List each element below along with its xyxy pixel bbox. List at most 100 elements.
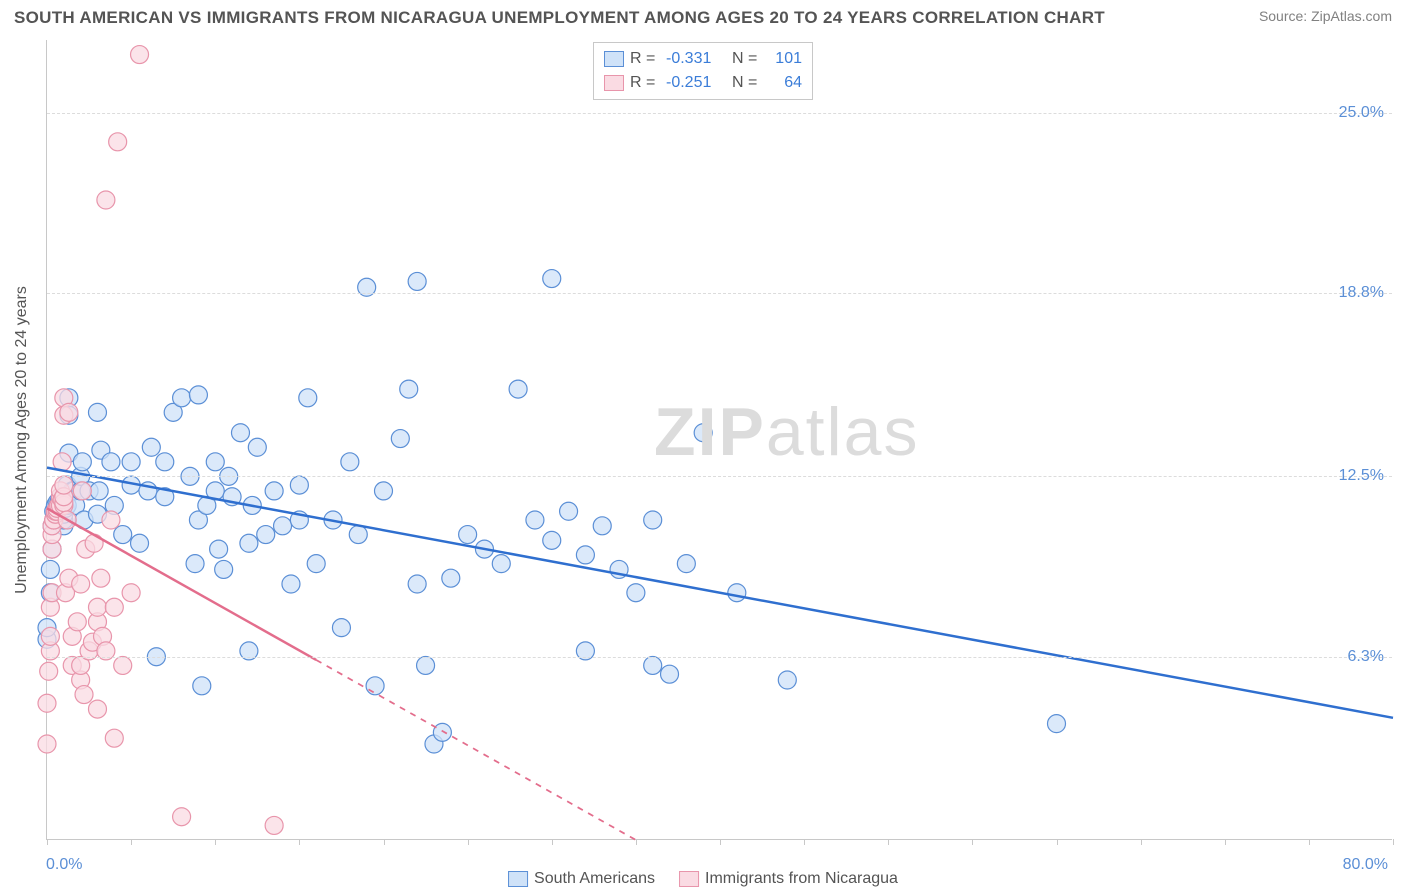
x-tick [1393, 839, 1394, 845]
x-tick [1057, 839, 1058, 845]
data-point [215, 560, 233, 578]
x-tick [804, 839, 805, 845]
data-point [122, 453, 140, 471]
y-tick-label: 6.3% [1348, 648, 1384, 666]
legend-r-value: -0.331 [666, 50, 726, 68]
grid-line [47, 113, 1392, 114]
x-tick [299, 839, 300, 845]
data-point [560, 502, 578, 520]
legend-r-value: -0.251 [666, 74, 726, 92]
data-point [492, 555, 510, 573]
correlation-legend-row: R =-0.331N =101 [604, 47, 802, 71]
series-name: Immigrants from Nicaragua [705, 870, 898, 888]
data-point [131, 46, 149, 64]
data-point [282, 575, 300, 593]
data-point [677, 555, 695, 573]
data-point [509, 380, 527, 398]
x-tick [1141, 839, 1142, 845]
data-point [105, 729, 123, 747]
data-point [1048, 715, 1066, 733]
data-point [391, 430, 409, 448]
x-tick [47, 839, 48, 845]
data-point [189, 386, 207, 404]
data-point [122, 584, 140, 602]
x-tick [636, 839, 637, 845]
legend-n-value: 64 [768, 74, 802, 92]
data-point [408, 272, 426, 290]
data-point [417, 656, 435, 674]
data-point [90, 482, 108, 500]
data-point [576, 546, 594, 564]
data-point [694, 424, 712, 442]
data-point [459, 526, 477, 544]
data-point [274, 517, 292, 535]
data-point [193, 677, 211, 695]
data-point [433, 723, 451, 741]
data-point [75, 686, 93, 704]
data-point [543, 270, 561, 288]
data-point [97, 191, 115, 209]
data-point [644, 656, 662, 674]
x-tick [384, 839, 385, 845]
x-tick [1225, 839, 1226, 845]
data-point [231, 424, 249, 442]
x-tick [972, 839, 973, 845]
correlation-legend-row: R =-0.251N =64 [604, 71, 802, 95]
data-point [400, 380, 418, 398]
data-point [114, 526, 132, 544]
data-point [131, 534, 149, 552]
data-point [375, 482, 393, 500]
data-point [778, 671, 796, 689]
y-tick-label: 18.8% [1339, 284, 1384, 302]
grid-line [47, 293, 1392, 294]
data-point [366, 677, 384, 695]
data-point [240, 534, 258, 552]
data-point [349, 526, 367, 544]
data-point [210, 540, 228, 558]
x-tick [468, 839, 469, 845]
x-tick [552, 839, 553, 845]
trend-line-extrapolated [316, 660, 636, 840]
data-point [661, 665, 679, 683]
data-point [40, 662, 58, 680]
data-point [290, 476, 308, 494]
y-axis-title: Unemployment Among Ages 20 to 24 years [13, 286, 31, 594]
data-point [102, 511, 120, 529]
data-point [85, 534, 103, 552]
trend-line [47, 468, 1393, 718]
data-point [173, 389, 191, 407]
legend-swatch [679, 871, 699, 887]
data-point [156, 453, 174, 471]
data-point [55, 476, 73, 494]
source-label: Source: ZipAtlas.com [1259, 8, 1392, 24]
x-axis-min-label: 0.0% [46, 856, 82, 874]
grid-line [47, 476, 1392, 477]
y-tick-label: 25.0% [1339, 104, 1384, 122]
legend-n-label: N = [732, 74, 762, 92]
data-point [173, 808, 191, 826]
data-point [408, 575, 426, 593]
data-point [265, 816, 283, 834]
data-point [728, 584, 746, 602]
series-name: South Americans [534, 870, 655, 888]
series-legend-item: South Americans [508, 870, 655, 888]
data-point [105, 598, 123, 616]
data-point [593, 517, 611, 535]
data-point [526, 511, 544, 529]
data-point [332, 619, 350, 637]
y-tick-label: 12.5% [1339, 467, 1384, 485]
scatter-svg [47, 40, 1392, 839]
data-point [73, 453, 91, 471]
x-tick [131, 839, 132, 845]
data-point [102, 453, 120, 471]
x-tick [888, 839, 889, 845]
legend-swatch [604, 75, 624, 91]
data-point [72, 575, 90, 593]
correlation-legend: R =-0.331N =101R =-0.251N =64 [593, 42, 813, 100]
data-point [307, 555, 325, 573]
data-point [41, 560, 59, 578]
chart-plot-area: ZIPatlas 6.3%12.5%18.8%25.0% [46, 40, 1392, 840]
series-legend-item: Immigrants from Nicaragua [679, 870, 898, 888]
data-point [442, 569, 460, 587]
chart-title: SOUTH AMERICAN VS IMMIGRANTS FROM NICARA… [14, 8, 1105, 28]
